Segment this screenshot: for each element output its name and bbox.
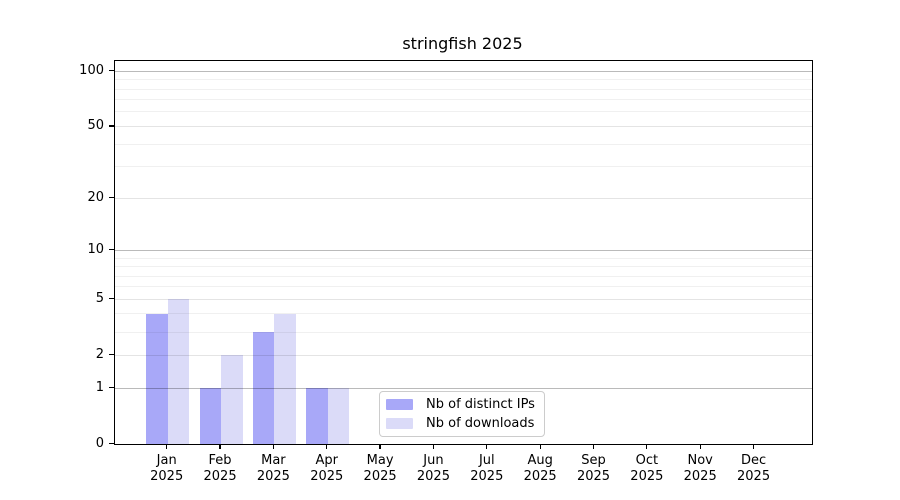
gridline-100 [115,70,812,72]
bar-downloads-mar [274,313,296,444]
gridline-2 [115,354,812,356]
y-tick-label-50: 50 [87,117,104,133]
gridline-50 [115,125,812,127]
minor-gridline-8 [115,266,812,267]
bar-distinct-ips-apr [306,388,328,444]
x-tick-label-jun: Jun 2025 [416,452,450,485]
x-tick-mark [432,444,435,450]
y-tick-mark [108,196,114,199]
minor-gridline-80 [115,88,812,90]
bar-distinct-ips-jan [146,313,168,444]
x-tick-label-may: May 2025 [363,452,397,485]
bar-downloads-feb [221,355,243,444]
y-tick-mark [108,249,114,251]
gridline-5 [115,298,812,300]
bar-distinct-ips-feb [199,388,222,444]
legend: Nb of distinct IPs Nb of downloads [379,391,545,437]
minor-gridline-60 [115,111,812,113]
minor-gridline-6 [115,286,812,288]
x-tick-label-jan: Jan 2025 [150,452,184,485]
y-tick-label-0: 0 [95,435,104,451]
x-tick-label-oct: Oct 2025 [630,452,664,485]
gridlines-layer [115,61,812,444]
gridline-1 [115,387,812,389]
x-tick-mark [272,444,275,450]
minor-gridline-9 [115,257,812,259]
x-tick-mark [539,444,541,450]
minor-gridline-30 [115,166,812,168]
chart-title: stringfish 2025 [402,34,523,53]
minor-gridline-90 [115,79,812,81]
minor-gridline-70 [115,99,812,101]
y-tick-mark [108,70,114,72]
x-tick-mark [752,444,755,450]
x-tick-mark [326,444,328,450]
x-tick-mark [166,444,168,450]
y-tick-label-2: 2 [95,346,104,362]
y-tick-mark [108,298,114,300]
x-tick-label-feb: Feb 2025 [203,452,237,485]
legend-item-downloads: Nb of downloads [386,416,536,432]
y-tick-label-5: 5 [95,290,104,306]
legend-swatch-distinct-ips [386,399,413,410]
x-tick-mark [646,444,648,450]
y-tick-label-100: 100 [79,62,104,78]
y-tick-mark [108,386,114,389]
y-tick-mark [108,125,114,127]
x-tick-mark [219,444,221,450]
minor-gridline-40 [115,143,812,145]
y-tick-mark [108,354,114,356]
y-tick-label-20: 20 [87,189,104,205]
y-tick-label-10: 10 [87,241,104,257]
legend-swatch-downloads [386,418,413,429]
minor-gridline-3 [115,331,812,333]
legend-item-distinct-ips: Nb of distinct IPs [386,397,536,413]
y-tick-mark [108,442,114,445]
x-tick-label-dec: Dec 2025 [737,452,771,485]
x-tick-label-aug: Aug 2025 [523,452,557,485]
bar-downloads-jan [167,299,190,444]
minor-gridline-7 [115,275,812,277]
x-tick-mark [379,444,381,450]
x-tick-label-nov: Nov 2025 [683,452,717,485]
plot-area: Nb of distinct IPs Nb of downloads [114,60,813,445]
gridline-20 [115,197,812,199]
minor-gridline-4 [115,313,812,315]
x-tick-label-mar: Mar 2025 [256,452,290,485]
x-tick-mark [592,444,595,450]
x-tick-label-sep: Sep 2025 [576,452,611,485]
gridline-10 [115,249,812,251]
x-tick-mark [699,444,701,450]
bars-layer [115,61,812,444]
bar-distinct-ips-mar [252,332,275,444]
bar-downloads-apr [327,388,350,444]
x-tick-label-jul: Jul 2025 [470,452,504,485]
x-tick-mark [486,444,488,450]
legend-label-distinct-ips: Nb of distinct IPs [426,396,535,412]
x-tick-label-apr: Apr 2025 [310,452,344,485]
y-tick-label-1: 1 [95,379,104,395]
legend-label-downloads: Nb of downloads [426,415,535,431]
